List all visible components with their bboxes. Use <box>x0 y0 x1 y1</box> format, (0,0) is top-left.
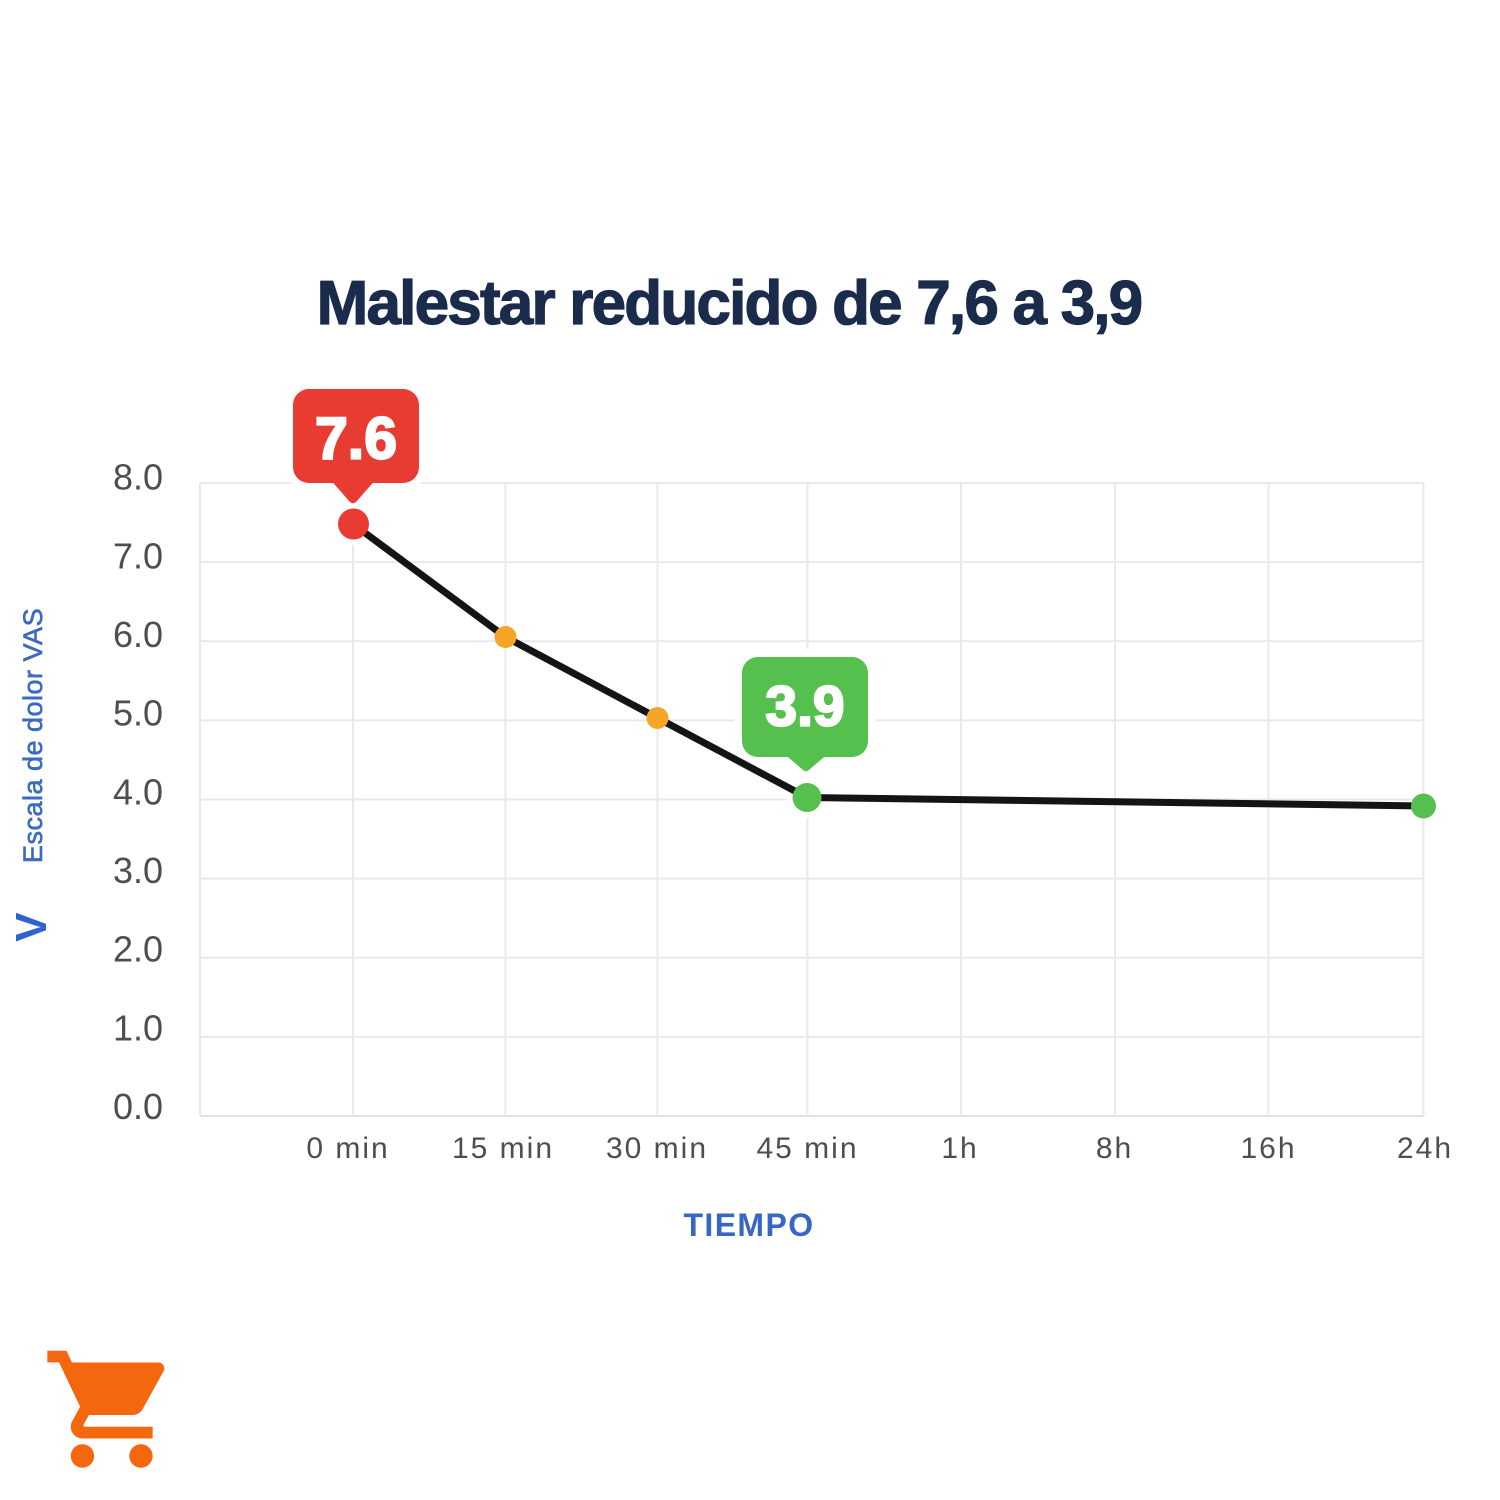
svg-text:30 min: 30 min <box>606 1132 708 1165</box>
svg-text:0 min: 0 min <box>306 1132 389 1165</box>
svg-text:15 min: 15 min <box>452 1132 554 1165</box>
svg-text:4.0: 4.0 <box>113 771 163 812</box>
svg-text:3.9: 3.9 <box>765 675 844 739</box>
svg-text:7.0: 7.0 <box>113 535 163 576</box>
svg-text:8h: 8h <box>1096 1132 1133 1165</box>
svg-text:45 min: 45 min <box>756 1132 858 1165</box>
svg-text:24h: 24h <box>1397 1132 1453 1165</box>
svg-text:V: V <box>7 912 56 942</box>
svg-text:16h: 16h <box>1240 1132 1296 1165</box>
svg-text:3.0: 3.0 <box>113 850 163 891</box>
svg-text:0.0: 0.0 <box>113 1086 163 1127</box>
svg-text:6.0: 6.0 <box>113 614 163 655</box>
svg-text:TIEMPO: TIEMPO <box>683 1207 814 1243</box>
svg-text:7.6: 7.6 <box>315 406 397 472</box>
svg-text:1.0: 1.0 <box>113 1007 163 1048</box>
svg-text:8.0: 8.0 <box>113 457 163 498</box>
svg-text:Escala de dolor VAS: Escala de dolor VAS <box>18 608 48 863</box>
svg-text:2.0: 2.0 <box>113 929 163 970</box>
svg-text:1h: 1h <box>941 1132 978 1165</box>
svg-text:Malestar reducido de 7,6 a 3,9: Malestar reducido de 7,6 a 3,9 <box>317 269 1142 338</box>
svg-text:5.0: 5.0 <box>113 693 163 734</box>
